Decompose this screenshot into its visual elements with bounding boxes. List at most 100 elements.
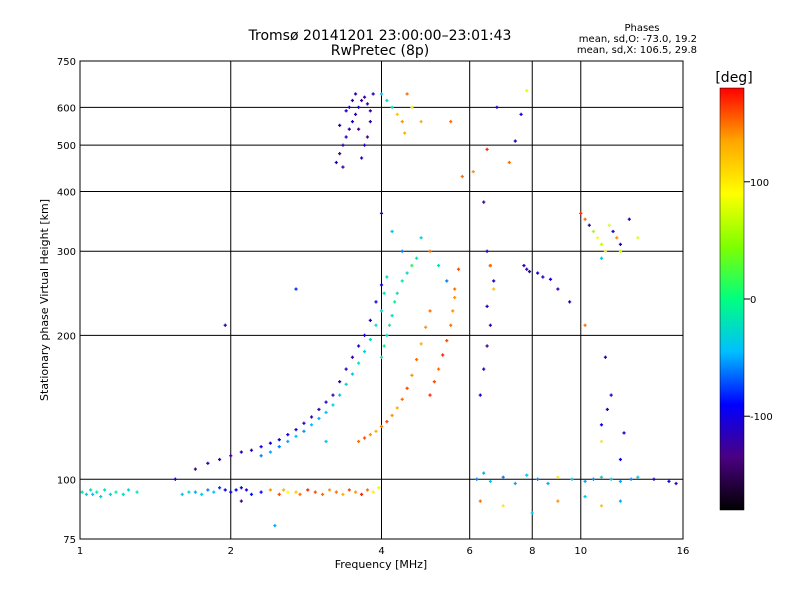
data-point bbox=[187, 490, 191, 494]
data-point bbox=[368, 109, 372, 113]
data-point bbox=[482, 200, 486, 204]
data-point bbox=[609, 477, 613, 481]
data-point bbox=[356, 361, 361, 365]
x-tick-label: 6 bbox=[466, 546, 472, 557]
data-point bbox=[362, 95, 367, 99]
data-point bbox=[400, 397, 404, 401]
data-point bbox=[344, 367, 348, 371]
data-point bbox=[206, 461, 210, 465]
data-point bbox=[374, 323, 378, 327]
data-point bbox=[451, 309, 455, 313]
data-point bbox=[595, 236, 600, 240]
data-point bbox=[428, 249, 432, 253]
data-point bbox=[390, 413, 394, 418]
data-point bbox=[570, 477, 574, 481]
data-point bbox=[239, 486, 243, 490]
data-point bbox=[583, 479, 587, 483]
data-point bbox=[568, 300, 572, 304]
data-point bbox=[362, 333, 367, 337]
data-point bbox=[379, 355, 384, 359]
data-point bbox=[320, 492, 325, 496]
data-point bbox=[259, 454, 263, 458]
data-point bbox=[347, 127, 351, 131]
data-point bbox=[636, 236, 640, 240]
data-point bbox=[525, 89, 529, 93]
data-point bbox=[350, 355, 355, 359]
data-point bbox=[306, 488, 310, 492]
data-point bbox=[405, 386, 409, 390]
data-point bbox=[379, 283, 384, 287]
data-point bbox=[341, 165, 345, 169]
data-point bbox=[193, 490, 198, 494]
data-point bbox=[368, 318, 372, 322]
data-point bbox=[317, 416, 321, 421]
data-point bbox=[229, 454, 233, 458]
data-point bbox=[488, 479, 493, 483]
data-point bbox=[350, 98, 355, 103]
data-point bbox=[212, 490, 216, 494]
data-point bbox=[268, 441, 273, 445]
data-point bbox=[492, 279, 496, 283]
data-point bbox=[395, 112, 399, 116]
data-point bbox=[587, 223, 591, 227]
data-point bbox=[353, 490, 358, 494]
chart-subtitle: RwPretec (8p) bbox=[331, 43, 429, 59]
data-point bbox=[536, 271, 540, 275]
data-point bbox=[286, 490, 290, 494]
data-point bbox=[667, 479, 671, 483]
data-point bbox=[294, 287, 298, 291]
data-point bbox=[353, 92, 358, 96]
data-point bbox=[368, 433, 372, 437]
data-point bbox=[121, 492, 125, 496]
data-point bbox=[368, 120, 372, 124]
data-point bbox=[273, 524, 277, 528]
data-point bbox=[286, 439, 290, 444]
data-point bbox=[599, 242, 604, 247]
colorbar bbox=[719, 87, 745, 511]
colorbar-ticks: 100 0 -100 bbox=[744, 178, 773, 423]
data-point bbox=[234, 488, 238, 492]
data-point bbox=[405, 92, 409, 96]
x-tick-label: 2 bbox=[228, 546, 234, 557]
data-point bbox=[583, 323, 587, 327]
data-point bbox=[501, 504, 505, 508]
data-point bbox=[583, 217, 587, 221]
data-point bbox=[525, 473, 529, 477]
y-tick-label: 300 bbox=[57, 247, 76, 258]
data-point bbox=[239, 499, 243, 503]
data-point bbox=[390, 105, 394, 109]
data-point bbox=[522, 263, 526, 268]
data-point bbox=[395, 291, 399, 295]
data-point bbox=[393, 300, 397, 304]
data-point bbox=[541, 275, 545, 279]
data-point bbox=[400, 120, 404, 124]
data-point bbox=[453, 287, 457, 291]
data-point bbox=[334, 490, 338, 494]
data-point bbox=[356, 127, 361, 131]
data-point bbox=[453, 295, 457, 300]
data-point bbox=[324, 439, 328, 444]
data-point bbox=[95, 490, 99, 494]
data-point bbox=[344, 382, 348, 386]
data-point bbox=[605, 407, 609, 412]
y-tick-labels: 75 100 200 300 400 500 600 750 bbox=[57, 57, 76, 546]
data-point bbox=[627, 217, 631, 221]
data-point bbox=[618, 249, 623, 253]
data-point bbox=[173, 477, 177, 481]
data-point bbox=[374, 300, 378, 304]
data-point bbox=[622, 431, 626, 435]
data-point bbox=[436, 263, 441, 268]
data-point bbox=[327, 488, 332, 492]
data-point bbox=[579, 211, 583, 215]
data-point bbox=[135, 490, 139, 494]
y-tick-label: 750 bbox=[57, 57, 76, 68]
data-point bbox=[356, 439, 361, 444]
data-point bbox=[428, 309, 432, 313]
data-point bbox=[527, 269, 532, 274]
data-point bbox=[485, 344, 489, 348]
data-point bbox=[368, 337, 372, 342]
data-point bbox=[331, 393, 335, 397]
data-point bbox=[99, 494, 103, 499]
data-point bbox=[277, 445, 281, 449]
